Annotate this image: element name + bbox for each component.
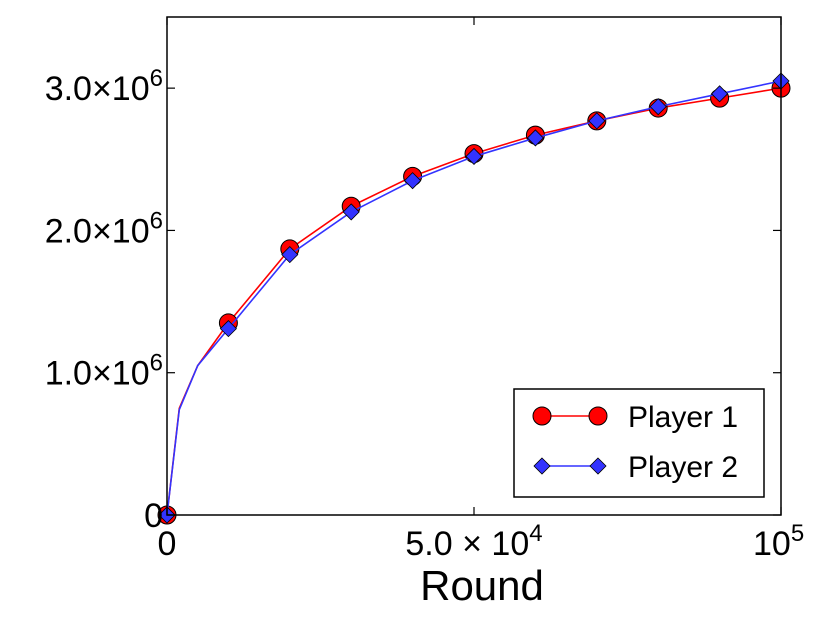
y-tick-label: 3.0×106 [45, 65, 163, 108]
x-axis-title: Round [420, 562, 544, 609]
legend-marker [589, 457, 607, 475]
y-tick-label: 0 [144, 497, 163, 535]
x-tick-label: 0 [158, 525, 177, 563]
data-point [219, 320, 237, 338]
data-point [281, 246, 299, 264]
series-2 [158, 72, 790, 524]
legend-box [513, 388, 765, 498]
data-point [588, 112, 606, 130]
y-tick-label: 2.0×106 [45, 207, 163, 250]
series-layer [157, 72, 791, 525]
legend-entries: Player 1 Player 2 [532, 401, 738, 484]
legend-marker [533, 457, 551, 475]
data-point [711, 85, 729, 103]
legend-entry-2: Player 2 [533, 451, 738, 484]
legend-entry-1: Player 1 [532, 401, 738, 434]
legend-label: Player 1 [628, 401, 738, 434]
legend: Player 1 Player 2 [513, 388, 765, 498]
legend-marker [588, 406, 608, 426]
x-tick-label: 105 [753, 520, 804, 563]
ticks-layer: 0 5.0 × 104 105 0 1.0×106 2.0×106 3.0×106 [45, 17, 804, 563]
data-point [404, 172, 422, 190]
data-point [526, 129, 544, 147]
y-tick-label: 1.0×106 [45, 350, 163, 393]
legend-marker [532, 406, 552, 426]
data-point [342, 203, 360, 221]
data-point [465, 147, 483, 166]
data-point [649, 98, 667, 116]
x-tick-label: 5.0 × 104 [405, 520, 542, 563]
legend-label: Player 2 [628, 451, 738, 484]
